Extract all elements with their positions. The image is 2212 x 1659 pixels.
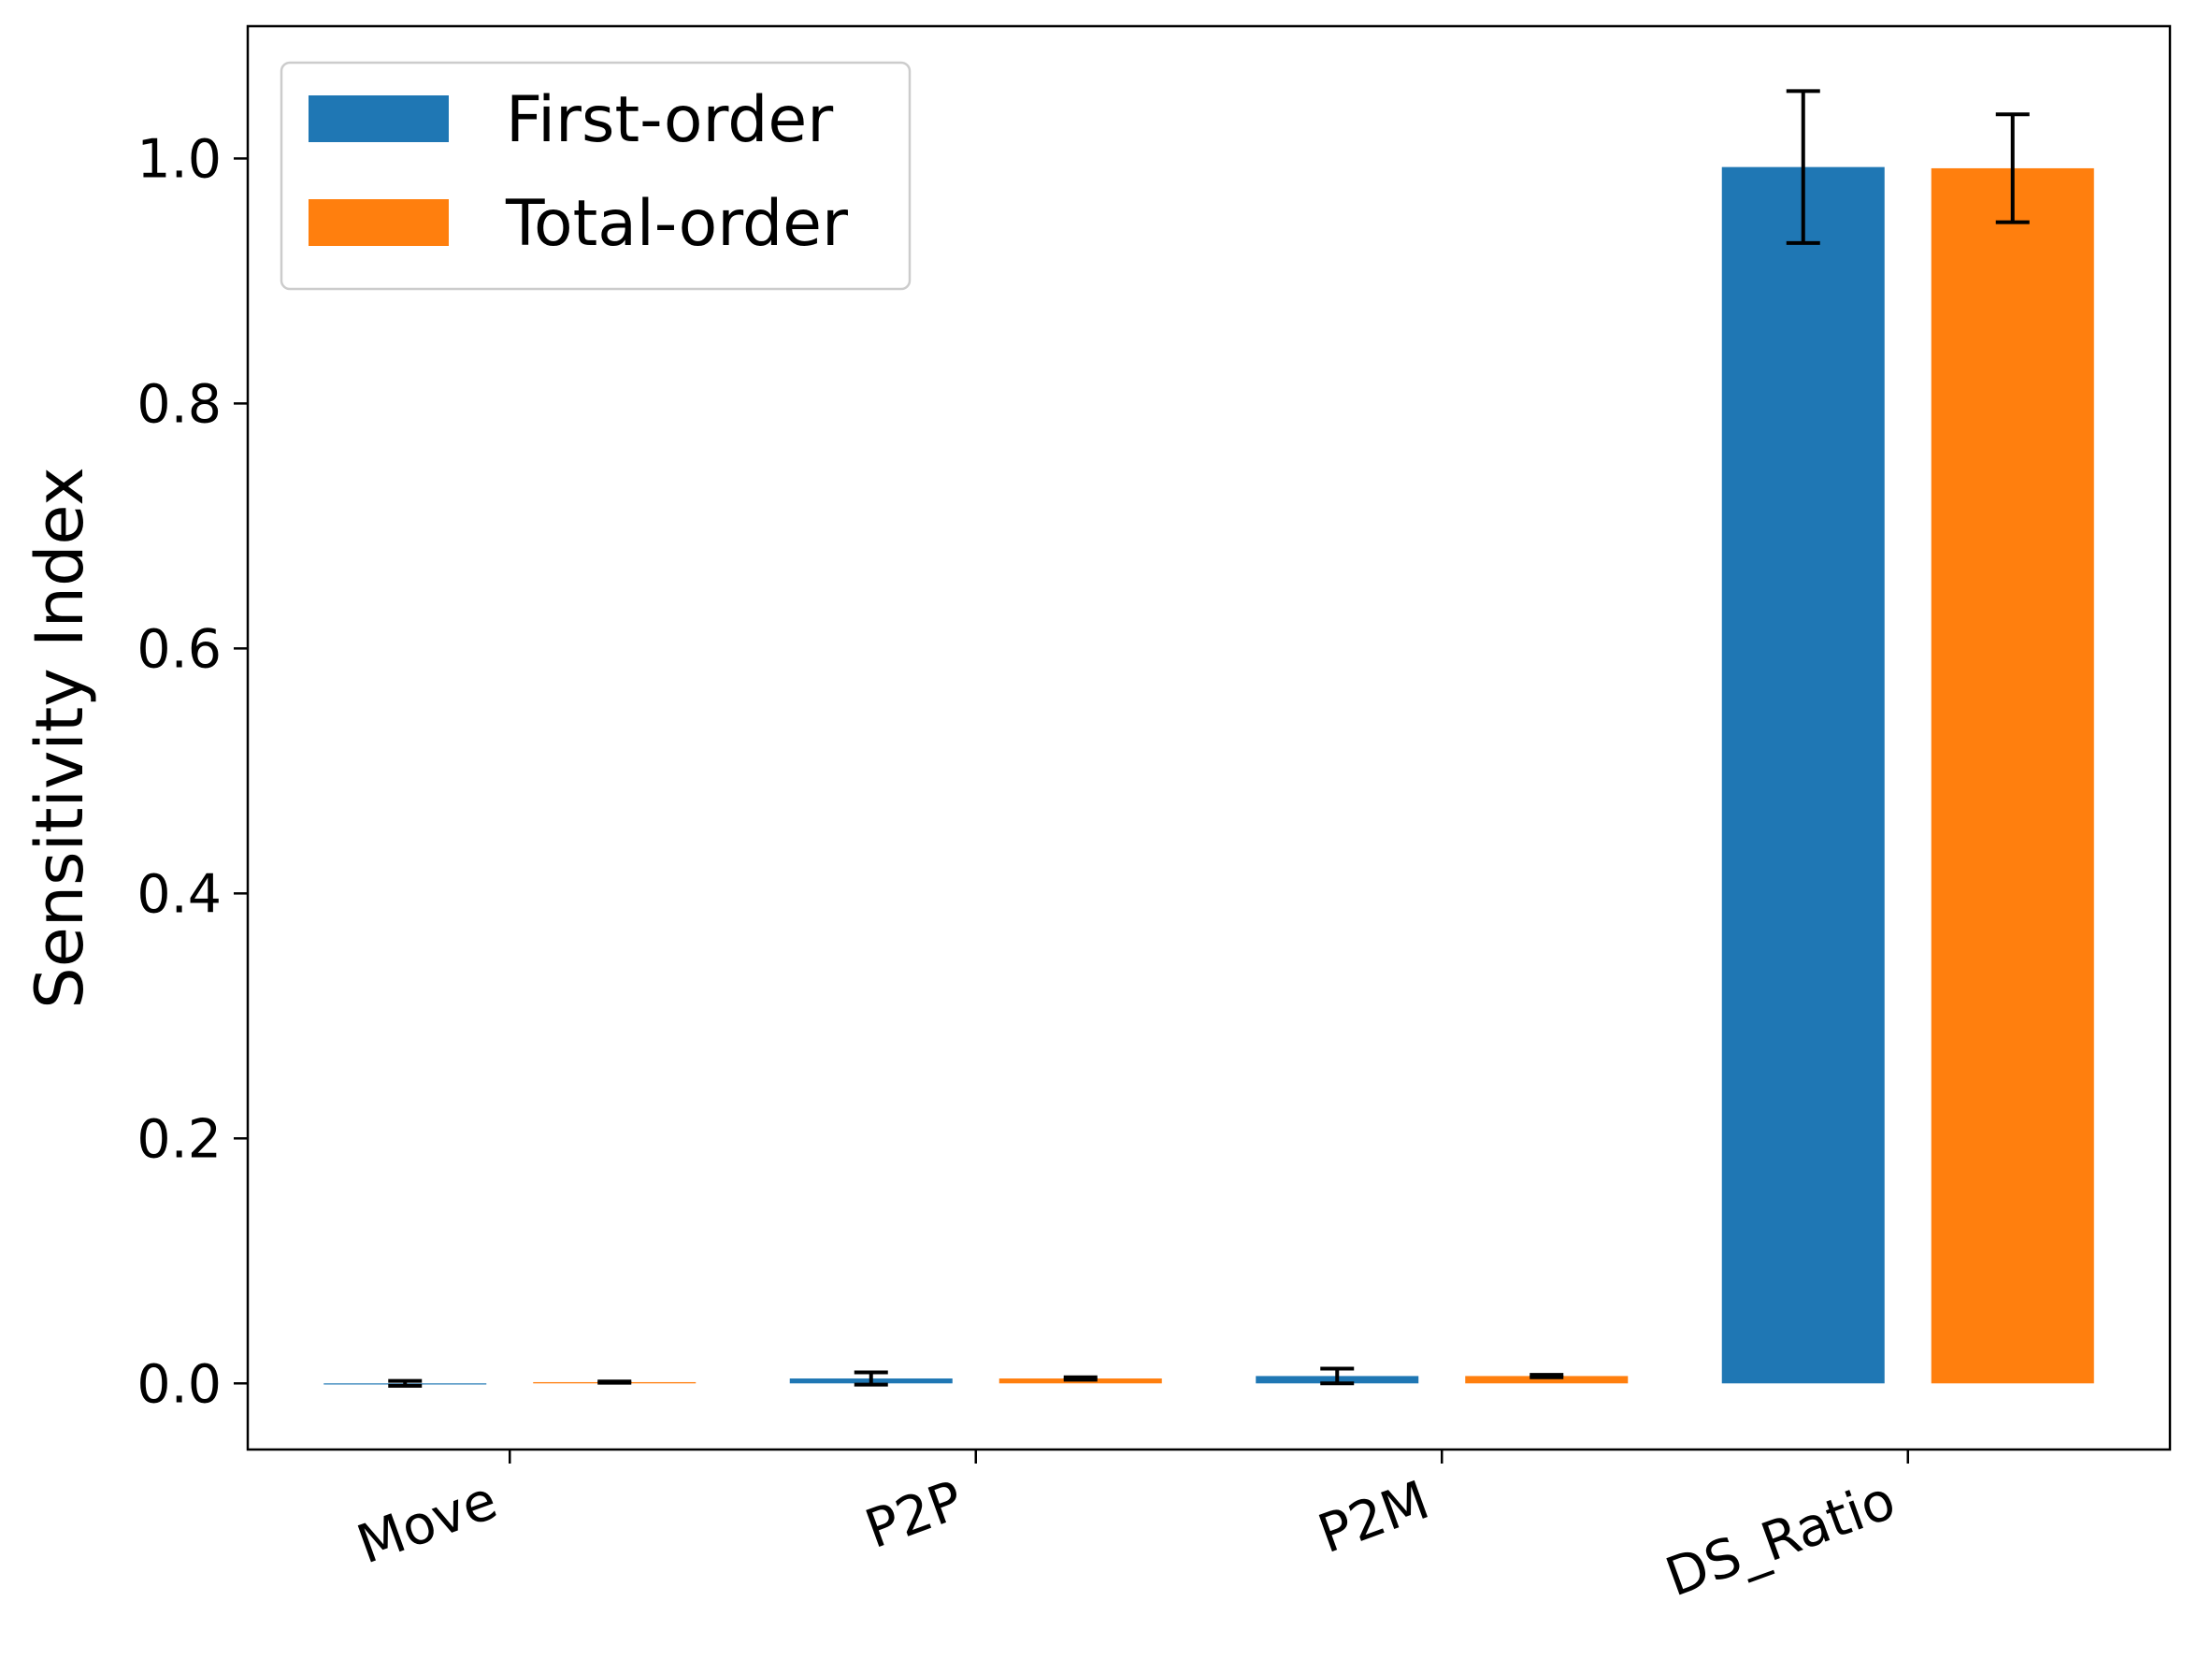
legend-label-first-order: First-order [506,83,833,157]
errorbar-first-order-p2m [1320,1366,1355,1386]
plot-area-frame [246,24,2172,1451]
errorbar-first-order-move [388,1378,423,1388]
y-tick-label: 0.6 [136,618,222,680]
y-tick-label: 0.8 [136,373,222,435]
y-tick-label: 0.4 [136,863,222,925]
bar-first-order-ds-ratio [1721,166,1885,1384]
legend: First-order Total-order [280,61,912,291]
legend-swatch-total-order [309,199,449,246]
y-tick-label: 1.0 [136,128,222,190]
errorbar-first-order-p2p [854,1370,888,1387]
errorbar-total-order-p2m [1530,1373,1564,1379]
y-tick-label: 0.0 [136,1353,222,1415]
y-axis-label: Sensitivity Index [22,467,98,1008]
bar-total-order-ds-ratio [1931,167,2094,1384]
bar-total-order-p2m [1465,1376,1629,1384]
y-tick-label: 0.2 [136,1108,222,1170]
bars-layer [323,166,2094,1385]
y-axis: 0.0 0.2 0.4 0.6 0.8 1.0 [136,128,248,1415]
errorbar-total-order-p2p [1063,1375,1098,1382]
legend-swatch-first-order [309,95,449,142]
errorbars-layer [388,89,2030,1388]
errorbar-first-order-ds-ratio [1786,89,1820,245]
legend-label-total-order: Total-order [505,187,848,261]
errorbar-total-order-move [597,1379,632,1385]
errorbar-total-order-ds-ratio [1995,112,2030,224]
